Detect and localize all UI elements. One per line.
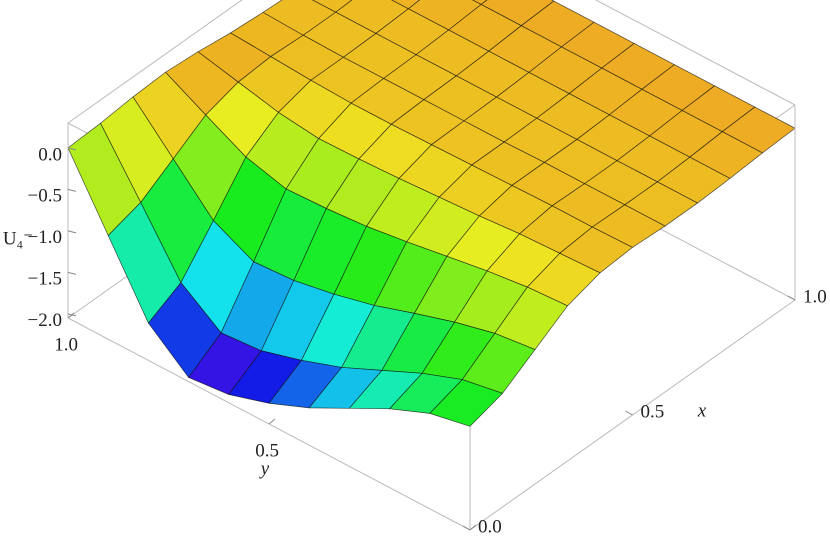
surface-patch: [390, 0, 421, 10]
z-tick-label: −1.5: [28, 269, 62, 290]
x-tick: [625, 410, 633, 416]
surface-patch: [471, 0, 488, 5]
box-front: 0.0 −0.5 −1.0 −1.5 −2.0 0.0 0.5 1.0 0.0 0.5 1.0: [28, 105, 827, 548]
z-tick-label: −2.0: [28, 310, 62, 331]
z-tick: [67, 147, 77, 151]
x-tick-label: 1.0: [803, 286, 827, 307]
surface-patch: [311, 0, 353, 13]
z-tick: [67, 230, 77, 234]
y-axis-label: y: [259, 458, 270, 479]
x-axis-label: x: [697, 400, 707, 421]
surface: [67, 0, 796, 427]
x-tick-label: 0.0: [478, 516, 502, 537]
z-tick-label: 0.0: [38, 144, 62, 165]
x-tick-label: 0.5: [641, 401, 665, 422]
z-tick-label: −0.5: [28, 186, 62, 207]
z-tick: [67, 188, 77, 192]
y-tick: [268, 418, 276, 425]
x-tick: [462, 525, 471, 531]
y-tick: [469, 524, 477, 531]
y-tick-label: 1.0: [54, 334, 78, 355]
y-tick-label: 0.5: [255, 440, 279, 461]
x-tick: [787, 295, 796, 301]
box-edge: [67, 0, 243, 124]
y-tick-label: 0.0: [456, 546, 480, 548]
surface-patch: [429, 379, 503, 427]
z-tick: [67, 271, 77, 275]
z-axis-label: U₄⁻: [3, 228, 33, 249]
y-tick: [67, 312, 75, 319]
z-tick-label: −1.0: [28, 227, 62, 248]
box-edge: [594, 0, 796, 106]
